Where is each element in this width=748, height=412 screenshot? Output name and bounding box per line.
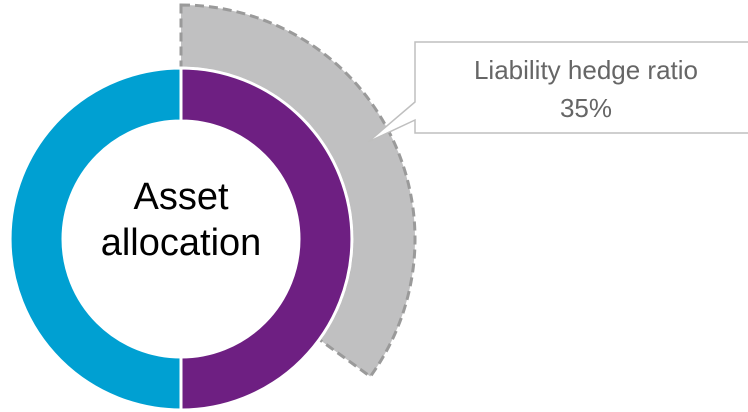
center-label: Asset allocation: [100, 176, 262, 264]
donut-segment: [179, 66, 354, 412]
callout-value: 35%: [560, 93, 612, 123]
donut-segment: [8, 66, 183, 412]
callout-box: [367, 41, 748, 143]
callout-label: Liability hedge ratio: [474, 55, 698, 85]
